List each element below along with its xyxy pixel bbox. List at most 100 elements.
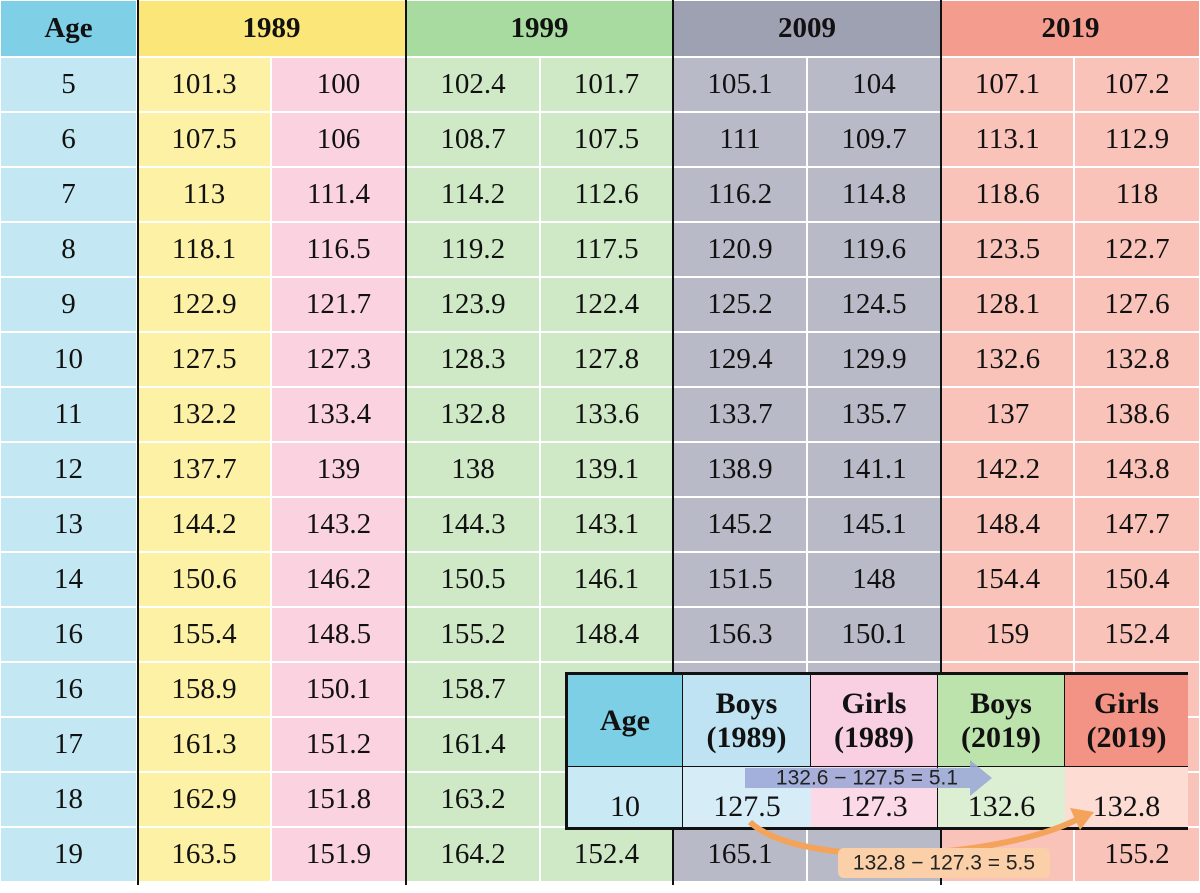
value-cell: 132.6 (941, 332, 1074, 387)
age-cell: 18 (0, 772, 137, 827)
value-cell: 122.7 (1074, 222, 1200, 277)
value-cell: 112.6 (540, 167, 673, 222)
value-cell: 119.6 (807, 222, 941, 277)
value-cell (941, 827, 1074, 882)
value-cell: 165.1 (673, 827, 807, 882)
inset-table: Age Boys (1989) Girls (1989) Boys (2019) Gir… (565, 672, 1188, 830)
value-cell: 132.8 (1074, 332, 1200, 387)
value-cell: 127.5 (137, 332, 271, 387)
value-cell: 141.1 (807, 442, 941, 497)
value-cell: 148.4 (540, 607, 673, 662)
value-cell: 144.2 (137, 497, 271, 552)
value-cell: 151.5 (673, 552, 807, 607)
value-cell: 129.9 (807, 332, 941, 387)
value-cell: 147.7 (1074, 497, 1200, 552)
value-cell: 124.5 (807, 277, 941, 332)
value-cell: 159 (941, 607, 1074, 662)
inset-header: Boys (1989) (683, 675, 811, 767)
value-cell: 145.2 (673, 497, 807, 552)
value-cell: 133.7 (673, 387, 807, 442)
value-cell: 106 (271, 112, 406, 167)
age-cell: 17 (0, 717, 137, 772)
header-cell: 2009 (673, 0, 941, 57)
value-cell: 112.9 (1074, 112, 1200, 167)
value-cell: 121.7 (271, 277, 406, 332)
age-cell: 12 (0, 442, 137, 497)
value-cell: 137 (941, 387, 1074, 442)
age-cell: 9 (0, 277, 137, 332)
age-cell: 16 (0, 662, 137, 717)
separator (672, 0, 674, 885)
value-cell: 143.2 (271, 497, 406, 552)
value-cell: 164.2 (406, 827, 540, 882)
inset-cell: 10 (568, 767, 683, 827)
value-cell: 162.9 (137, 772, 271, 827)
value-cell: 118.1 (137, 222, 271, 277)
value-cell: 148.4 (941, 497, 1074, 552)
age-cell: 8 (0, 222, 137, 277)
value-cell: 116.2 (673, 167, 807, 222)
value-cell: 123.9 (406, 277, 540, 332)
value-cell: 139.1 (540, 442, 673, 497)
value-cell: 113 (137, 167, 271, 222)
age-cell: 16 (0, 607, 137, 662)
inset-cell: 127.3 (811, 767, 938, 827)
inset-cell: 127.5 (683, 767, 811, 827)
value-cell: 137.7 (137, 442, 271, 497)
value-cell: 118.6 (941, 167, 1074, 222)
age-cell: 10 (0, 332, 137, 387)
value-cell: 139 (271, 442, 406, 497)
value-cell: 156.3 (673, 607, 807, 662)
value-cell: 133.4 (271, 387, 406, 442)
value-cell: 123.5 (941, 222, 1074, 277)
value-cell: 107.1 (941, 57, 1074, 112)
header-cell: Age (0, 0, 137, 57)
value-cell: 109.7 (807, 112, 941, 167)
value-cell: 132.8 (406, 387, 540, 442)
value-cell: 158.9 (137, 662, 271, 717)
age-cell: 13 (0, 497, 137, 552)
value-cell: 113.1 (941, 112, 1074, 167)
value-cell: 122.9 (137, 277, 271, 332)
value-cell: 101.7 (540, 57, 673, 112)
value-cell: 138.6 (1074, 387, 1200, 442)
value-cell: 151.2 (271, 717, 406, 772)
inset-cell: 132.8 (1065, 767, 1188, 827)
value-cell: 119.2 (406, 222, 540, 277)
value-cell: 100 (271, 57, 406, 112)
header-cell: 1999 (406, 0, 673, 57)
value-cell: 146.2 (271, 552, 406, 607)
value-cell: 142.2 (941, 442, 1074, 497)
value-cell: 117.5 (540, 222, 673, 277)
value-cell: 127.8 (540, 332, 673, 387)
value-cell: 151.8 (271, 772, 406, 827)
value-cell: 116.5 (271, 222, 406, 277)
value-cell: 128.1 (941, 277, 1074, 332)
value-cell (807, 827, 941, 882)
value-cell: 135.7 (807, 387, 941, 442)
value-cell: 148 (807, 552, 941, 607)
value-cell: 129.4 (673, 332, 807, 387)
inset-header: Girls (1989) (811, 675, 938, 767)
value-cell: 111 (673, 112, 807, 167)
value-cell: 158.7 (406, 662, 540, 717)
age-cell: 5 (0, 57, 137, 112)
value-cell: 127.6 (1074, 277, 1200, 332)
value-cell: 107.2 (1074, 57, 1200, 112)
value-cell: 120.9 (673, 222, 807, 277)
value-cell: 150.1 (807, 607, 941, 662)
value-cell: 163.5 (137, 827, 271, 882)
value-cell: 163.2 (406, 772, 540, 827)
value-cell: 144.3 (406, 497, 540, 552)
value-cell: 161.3 (137, 717, 271, 772)
value-cell: 155.2 (406, 607, 540, 662)
separator (940, 0, 942, 885)
inset-header: Boys (2019) (938, 675, 1065, 767)
value-cell: 143.8 (1074, 442, 1200, 497)
value-cell: 154.4 (941, 552, 1074, 607)
age-cell: 14 (0, 552, 137, 607)
value-cell: 150.1 (271, 662, 406, 717)
value-cell: 161.4 (406, 717, 540, 772)
value-cell: 101.3 (137, 57, 271, 112)
age-cell: 11 (0, 387, 137, 442)
